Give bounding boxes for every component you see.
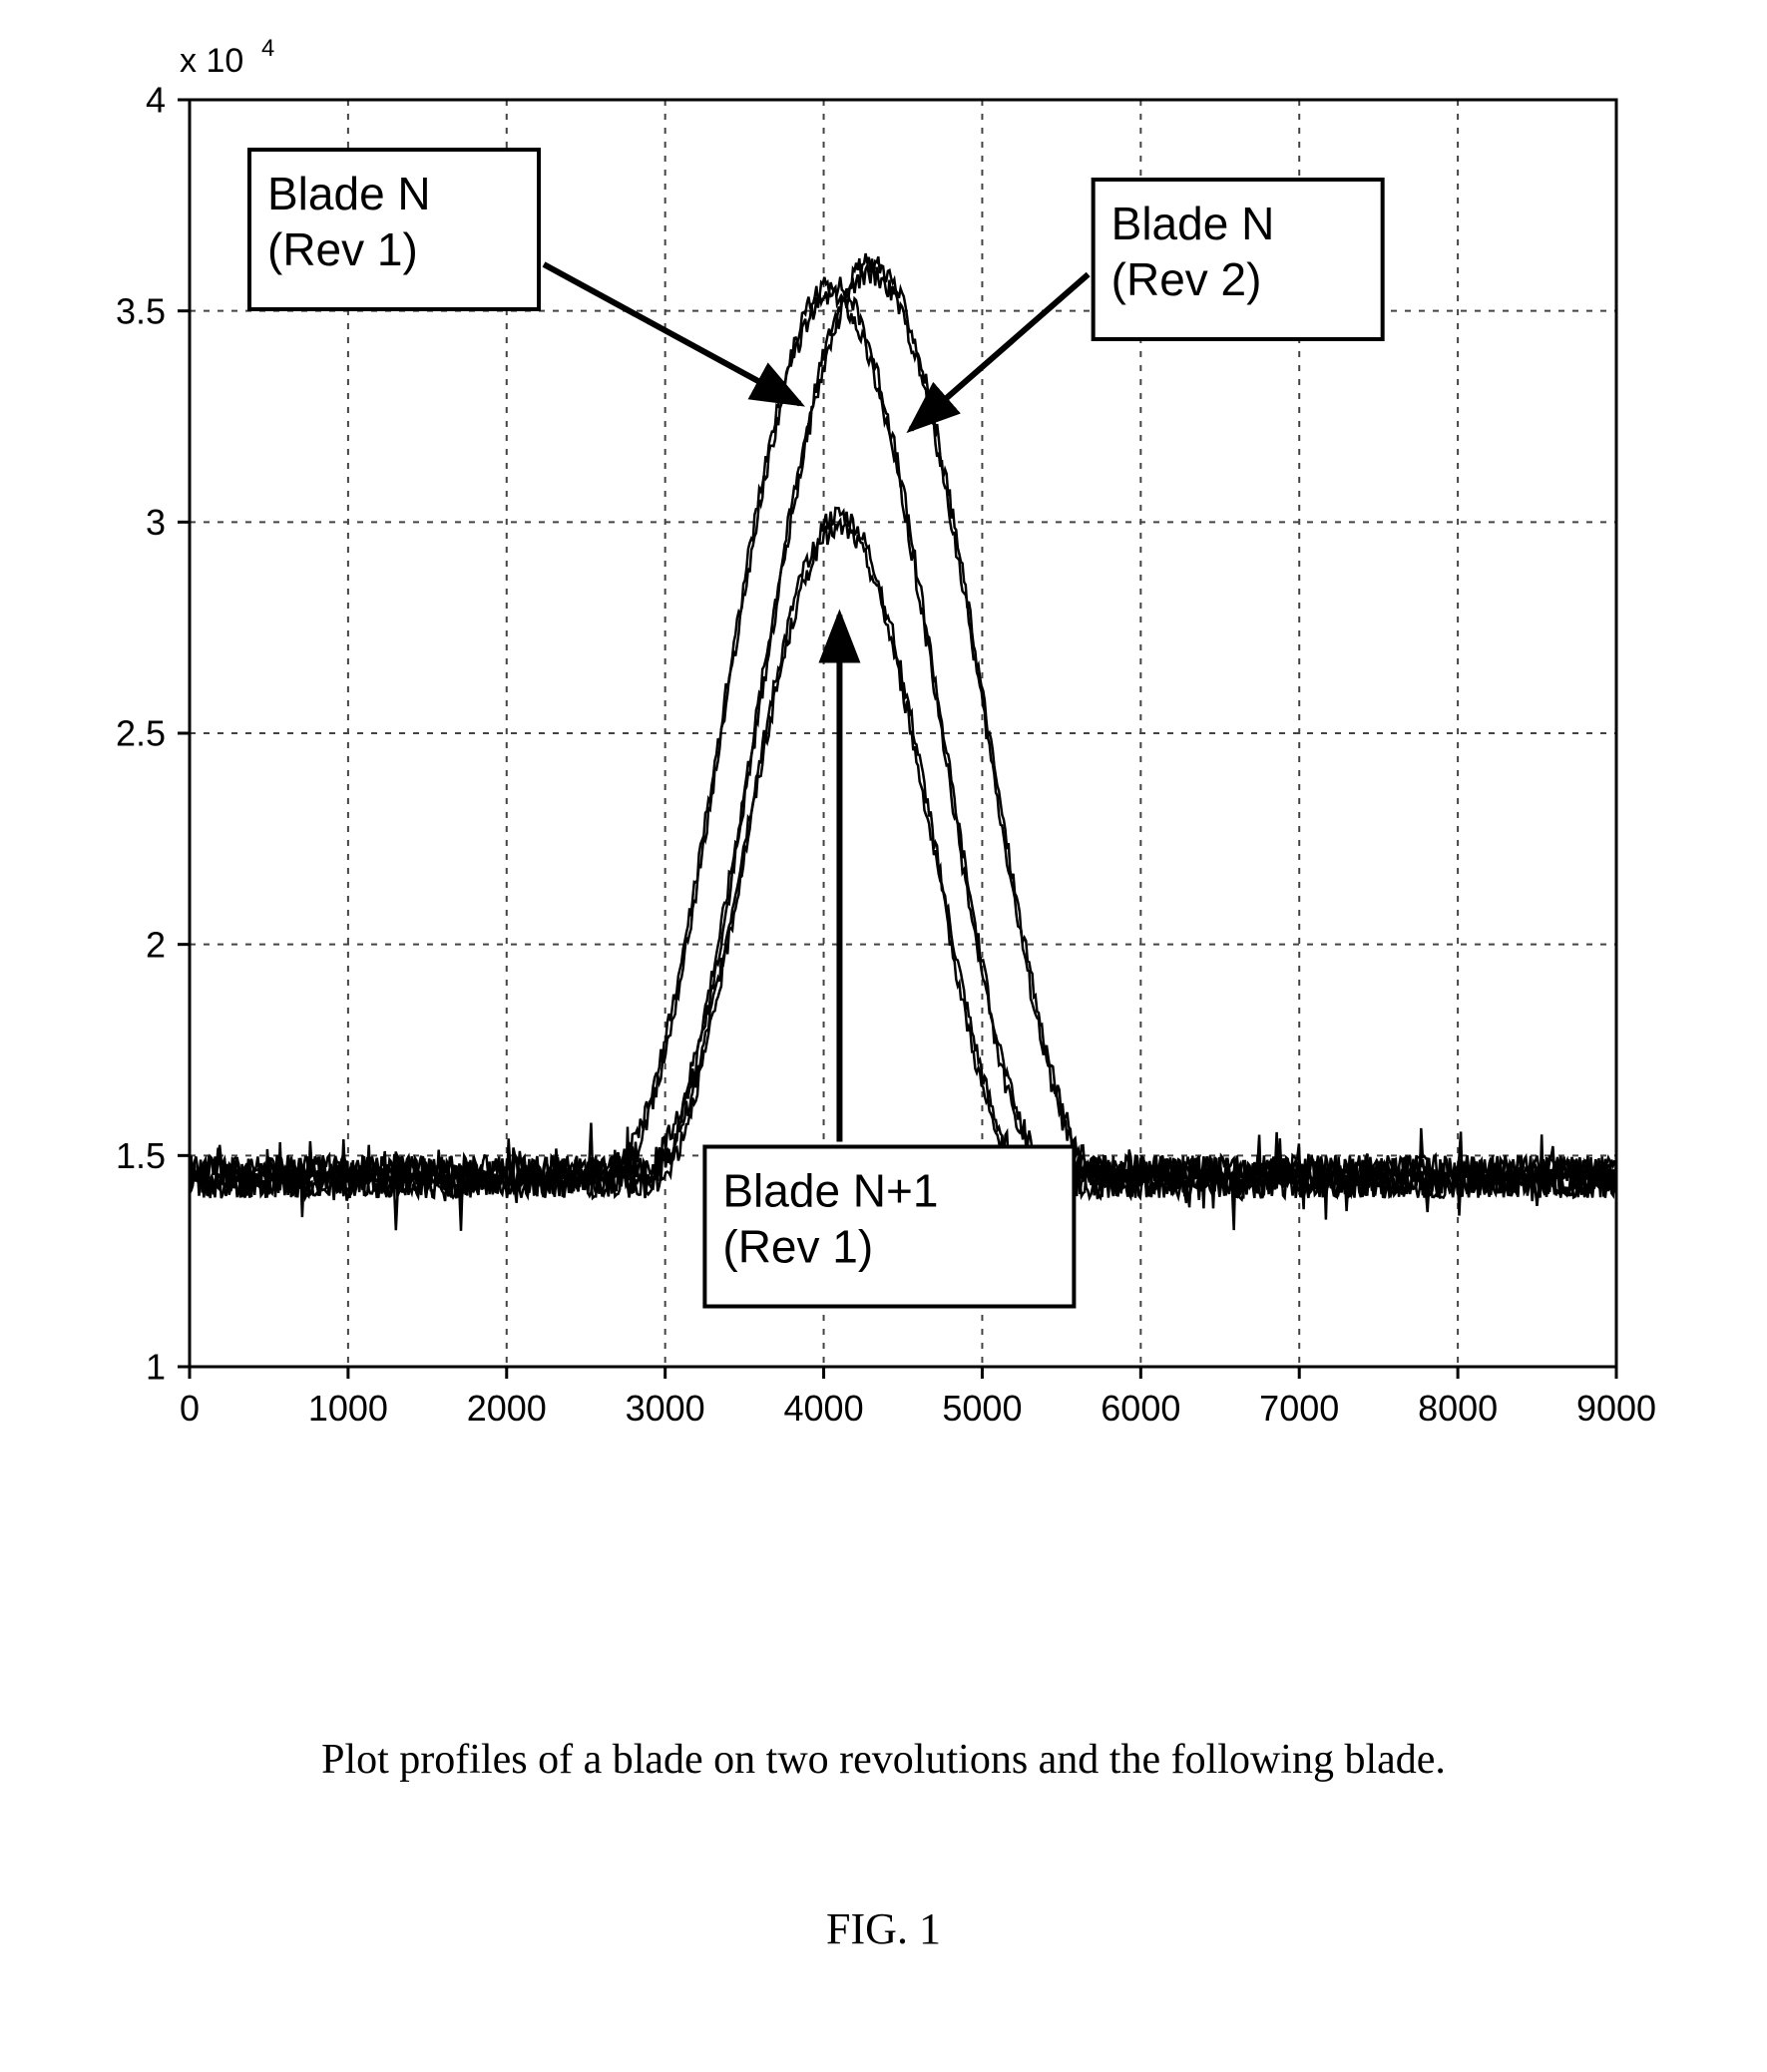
figure-container: 0 1000 2000 3000 4000 5000 6000 7000 8000 9000 1 1.… bbox=[0, 0, 1767, 1954]
svg-text:4000: 4000 bbox=[784, 1388, 864, 1429]
chart-svg: 0 1000 2000 3000 4000 5000 6000 7000 8000 9000 1 1.… bbox=[0, 0, 1767, 1556]
annotation-blade-n-rev1-label: Blade N bbox=[267, 168, 431, 219]
svg-text:2: 2 bbox=[146, 924, 166, 965]
svg-text:2000: 2000 bbox=[467, 1388, 547, 1429]
svg-text:3.5: 3.5 bbox=[116, 290, 166, 331]
svg-text:8000: 8000 bbox=[1418, 1388, 1498, 1429]
svg-text:3000: 3000 bbox=[626, 1388, 705, 1429]
annotation-blade-n1-rev1-label: Blade N+1 bbox=[722, 1165, 938, 1217]
svg-text:4: 4 bbox=[146, 80, 166, 121]
svg-text:1000: 1000 bbox=[308, 1388, 388, 1429]
svg-text:1: 1 bbox=[146, 1347, 166, 1388]
svg-text:1.5: 1.5 bbox=[116, 1135, 166, 1176]
svg-text:x 10: x 10 bbox=[180, 42, 243, 80]
svg-text:4: 4 bbox=[261, 35, 274, 62]
svg-text:2.5: 2.5 bbox=[116, 713, 166, 754]
annotation-blade-n-rev2-label: (Rev 2) bbox=[1111, 253, 1262, 305]
annotation-blade-n-rev2-label: Blade N bbox=[1111, 198, 1275, 249]
svg-text:7000: 7000 bbox=[1259, 1388, 1339, 1429]
figure-caption: Plot profiles of a blade on two revoluti… bbox=[0, 1736, 1767, 1784]
annotation-blade-n1-rev1-label: (Rev 1) bbox=[722, 1221, 873, 1273]
annotation-blade-n-rev1-label: (Rev 1) bbox=[267, 223, 418, 275]
svg-text:9000: 9000 bbox=[1576, 1388, 1656, 1429]
figure-number-label: FIG. 1 bbox=[0, 1903, 1767, 1954]
svg-text:0: 0 bbox=[180, 1388, 200, 1429]
svg-text:6000: 6000 bbox=[1101, 1388, 1180, 1429]
svg-text:5000: 5000 bbox=[942, 1388, 1022, 1429]
svg-text:3: 3 bbox=[146, 502, 166, 543]
